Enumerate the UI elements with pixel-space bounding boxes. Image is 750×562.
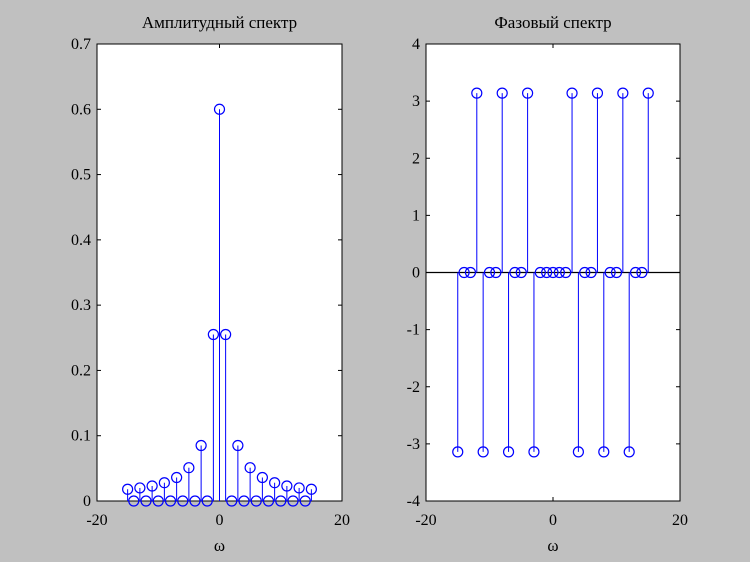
phase-stem-marker (458, 266, 470, 279)
amplitude-y-tick-label: 0.5 (71, 167, 91, 184)
amplitude-spectrum-axes: Амплитудный спектр ω 0 0.1 0.2 0.3 0.4 0.5 0.6 0.… (71, 13, 350, 555)
phase-stem-marker (604, 266, 616, 279)
phase-stem-marker (629, 266, 642, 279)
phase-stem-marker (496, 87, 508, 99)
phase-x-tick-label: -20 (415, 512, 436, 529)
amplitude-stem-marker (226, 495, 238, 507)
amplitude-stem-marker (238, 495, 250, 507)
amplitude-stem-marker (146, 480, 158, 492)
amplitude-stem-marker (299, 495, 311, 507)
phase-y-tick-label: -2 (407, 379, 420, 396)
phase-stem-marker (502, 446, 515, 458)
phase-stem-marker (541, 266, 553, 279)
amplitude-stem-marker (275, 495, 287, 507)
phase-stem-marker (560, 266, 572, 279)
amplitude-y-tick-label: 0.3 (71, 297, 91, 314)
phase-stem-marker (509, 266, 521, 279)
amplitude-x-axis-label: ω (214, 536, 225, 555)
phase-stem-marker (515, 266, 527, 279)
phase-stem-marker (490, 266, 502, 279)
amplitude-stem-marker (287, 495, 299, 507)
amplitude-stem-marker (269, 477, 281, 489)
amplitude-stem-marker (250, 495, 262, 507)
phase-spectrum-axes: Фазовый спектр ω -4 -3 -2 -1 0 1 2 3 4 -20 0 20 (407, 13, 688, 555)
amplitude-title: Амплитудный спектр (142, 13, 297, 32)
amplitude-stem-marker (293, 482, 305, 494)
amplitude-stem-marker (122, 483, 134, 495)
amplitude-stem-marker (244, 462, 256, 474)
phase-stem-marker (553, 266, 565, 279)
phase-stem-marker (617, 87, 629, 99)
phase-stem-marker (547, 266, 559, 279)
amplitude-y-tick-label: 0.2 (71, 362, 91, 379)
phase-stem-marker (452, 446, 464, 458)
phase-x-tick-label: 0 (549, 512, 557, 529)
phase-title: Фазовый спектр (494, 13, 611, 32)
phase-stem-marker (566, 87, 578, 99)
amplitude-stem-marker (305, 483, 317, 495)
phase-stem-marker (572, 446, 585, 458)
amplitude-stem-marker (195, 439, 207, 452)
amplitude-y-tick-label: 0.1 (71, 428, 91, 445)
phase-stem-marker (636, 266, 648, 279)
amplitude-stem-marker (164, 495, 177, 507)
phase-stem-marker (528, 446, 540, 458)
amplitude-stem-marker (189, 495, 201, 507)
phase-stem-marker (483, 266, 496, 279)
amplitude-stem-marker (171, 471, 183, 484)
phase-stem-marker (521, 87, 534, 99)
amplitude-stem-marker (232, 439, 244, 452)
phase-y-tick-label: 0 (412, 265, 420, 282)
amplitude-stem-marker (213, 103, 226, 115)
phase-x-axis-label: ω (547, 536, 558, 555)
amplitude-stem-marker (220, 328, 232, 341)
amplitude-x-tick-label: 0 (216, 512, 224, 529)
phase-stem-marker (579, 266, 591, 279)
phase-stem-marker (610, 266, 623, 279)
phase-stem-marker (623, 446, 635, 458)
amplitude-y-tick-label: 0.4 (71, 232, 91, 249)
amplitude-stem-marker (256, 471, 268, 484)
phase-stem-marker (585, 266, 597, 279)
phase-y-tick-label: -1 (407, 322, 420, 339)
amplitude-y-tick-label: 0 (83, 493, 91, 510)
phase-y-tick-label: -3 (407, 436, 420, 453)
amplitude-stem-marker (281, 480, 293, 492)
amplitude-x-tick-label: 20 (334, 512, 350, 529)
phase-stem-marker (534, 266, 546, 279)
amplitude-stem-marker (152, 495, 164, 507)
amplitude-stem-marker (158, 477, 170, 489)
phase-stem-marker (471, 87, 483, 99)
amplitude-stem-marker (207, 328, 219, 341)
amplitude-stem-marker (262, 495, 275, 507)
amplitude-stem-marker (183, 462, 195, 474)
amplitude-stem-marker (201, 495, 213, 507)
amplitude-stem-marker (128, 495, 140, 507)
amplitude-stem-marker (134, 482, 146, 494)
phase-stem-marker (591, 87, 604, 99)
phase-stem-marker (642, 87, 654, 99)
phase-y-tick-label: 2 (412, 150, 420, 167)
amplitude-y-tick-label: 0.6 (71, 101, 91, 118)
amplitude-stem-marker (177, 495, 189, 507)
phase-stem-marker (598, 446, 610, 458)
phase-x-tick-label: 20 (672, 512, 688, 529)
amplitude-x-tick-label: -20 (86, 512, 107, 529)
phase-y-tick-label: 1 (412, 207, 420, 224)
phase-stem-marker (464, 266, 477, 279)
phase-y-tick-label: 3 (412, 93, 420, 110)
amplitude-stem-marker (140, 495, 152, 507)
phase-stem-marker (477, 446, 489, 458)
phase-y-tick-label: 4 (412, 36, 420, 53)
amplitude-y-tick-label: 0.7 (71, 36, 91, 53)
phase-y-tick-label: -4 (407, 493, 420, 510)
